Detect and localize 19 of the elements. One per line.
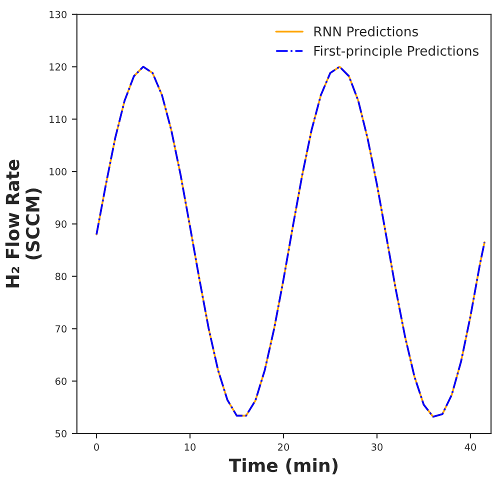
x-axis-title: Time (min) bbox=[228, 458, 338, 474]
y-tick-label: 60 bbox=[55, 378, 67, 385]
x-tick-label: 40 bbox=[464, 443, 476, 451]
y-tick-label: 100 bbox=[50, 168, 67, 176]
y-tick-label: 110 bbox=[50, 116, 67, 123]
x-tick-label: 10 bbox=[184, 443, 196, 451]
line-series bbox=[96, 66, 486, 418]
y-tick-label: 90 bbox=[55, 220, 67, 228]
y-tick-label: 50 bbox=[56, 430, 67, 438]
legend-label: RNN Predictions bbox=[314, 26, 418, 36]
x-tick-label: 0 bbox=[94, 443, 99, 451]
y-tick-label: 130 bbox=[50, 10, 67, 18]
x-tick-label: 30 bbox=[372, 443, 383, 451]
y-tick-label: 70 bbox=[56, 325, 67, 333]
legend-label: First-principle Predictions bbox=[314, 46, 479, 58]
y-tick-label: 80 bbox=[55, 272, 67, 280]
y-tick-label: 120 bbox=[50, 63, 67, 71]
y-axis-title: H₂ Flow Rate (SCCM) bbox=[5, 160, 42, 288]
x-tick-label: 20 bbox=[278, 443, 290, 451]
